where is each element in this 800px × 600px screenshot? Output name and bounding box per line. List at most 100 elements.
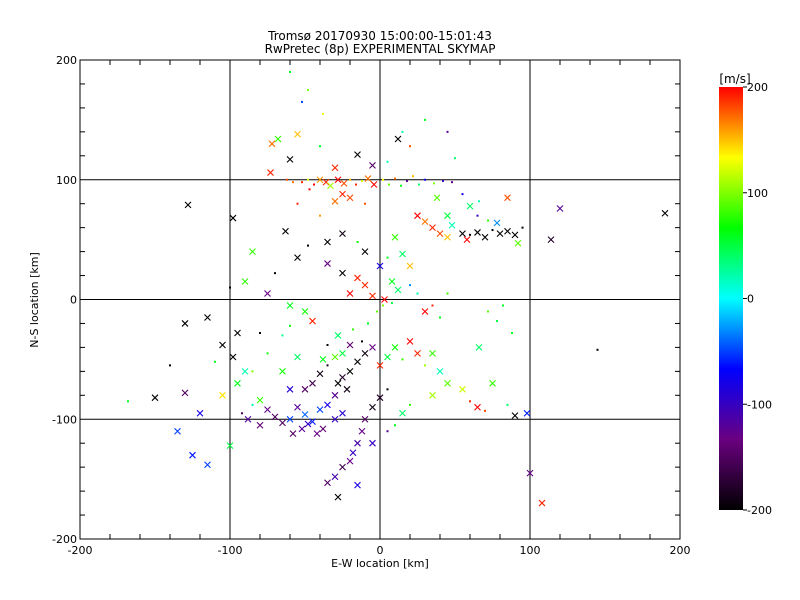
data-point-dot [251, 403, 254, 406]
data-point-cross [376, 262, 384, 270]
data-point-dot [281, 334, 284, 337]
colorbar-ticks: 200 100 0 -100 -200 [743, 81, 772, 517]
data-point-cross [376, 361, 384, 369]
data-point-dot [491, 229, 494, 232]
data-point-cross [286, 415, 294, 423]
data-point-cross [204, 314, 211, 321]
data-point-cross [504, 227, 511, 235]
data-point-dot [401, 130, 404, 133]
data-point-cross [381, 296, 388, 303]
data-point-cross [339, 373, 346, 381]
data-point-dot [361, 179, 363, 182]
data-point-cross [319, 425, 327, 433]
data-point-dot [409, 145, 411, 148]
data-point-cross [406, 338, 414, 345]
data-point-cross [361, 415, 369, 423]
data-point-cross [331, 164, 339, 172]
data-point-cross [244, 415, 252, 423]
data-point-dot [442, 179, 444, 182]
data-point-cross [436, 367, 444, 375]
data-point-cross [327, 182, 334, 190]
data-point-cross [474, 403, 481, 411]
x-tick-label: -100 [218, 544, 243, 557]
data-point-cross [394, 286, 402, 294]
data-point-dot [326, 344, 329, 347]
data-point-cross [384, 353, 391, 361]
data-point-dot [214, 360, 216, 363]
data-point-cross [661, 209, 669, 217]
data-point-cross [370, 181, 378, 188]
data-point-cross [369, 403, 376, 411]
data-point-dot [469, 233, 471, 236]
data-point-cross [538, 499, 546, 507]
data-point-cross [301, 308, 309, 315]
data-point-cross [304, 420, 312, 428]
data-point-cross [256, 421, 264, 429]
data-point-dot [386, 388, 389, 391]
data-point-cross [399, 250, 406, 258]
data-point-cross [444, 233, 451, 241]
data-point-cross [219, 341, 226, 349]
data-point-cross [399, 409, 406, 417]
data-point-cross [429, 224, 436, 232]
data-point-cross [421, 218, 429, 226]
data-point-cross [309, 418, 316, 426]
data-point-cross [286, 302, 294, 309]
data-point-dot [307, 178, 309, 181]
data-point-cross [324, 260, 331, 267]
x-tick-label: 200 [670, 544, 691, 557]
data-point-dot [286, 178, 288, 181]
data-point-dot [319, 145, 321, 148]
data-point-cross [526, 469, 534, 477]
data-point-cross [475, 344, 483, 351]
data-point-dot [266, 352, 269, 355]
data-point-dot [446, 130, 449, 133]
data-point-dot [431, 304, 434, 307]
colorbar-tick-label: 200 [747, 81, 768, 94]
data-point-cross [241, 367, 249, 375]
data-point-dot [376, 310, 378, 313]
data-point-dot [364, 202, 366, 205]
data-point-dot [394, 177, 396, 180]
data-point-cross [309, 379, 316, 387]
data-point-dot [352, 328, 354, 331]
data-point-cross [361, 248, 369, 255]
data-point-cross [331, 415, 339, 423]
data-point-cross [319, 355, 327, 363]
data-point-cross [331, 473, 339, 481]
data-point-dot [382, 304, 384, 307]
data-point-cross [369, 161, 376, 169]
data-point-cross [339, 230, 346, 238]
data-point-dot [484, 409, 486, 412]
data-point-cross [340, 179, 348, 187]
data-point-dot [301, 100, 303, 103]
data-point-dot [292, 181, 294, 184]
data-point-dot [307, 244, 309, 247]
data-point-cross [289, 430, 297, 438]
data-point-cross [339, 463, 346, 471]
data-point-cross [234, 379, 241, 387]
data-point-cross [286, 156, 294, 163]
data-point-dot [416, 292, 419, 295]
data-point-cross [414, 212, 421, 220]
data-point-dot [454, 157, 456, 160]
data-point-dot [322, 112, 324, 115]
data-point-cross [354, 358, 361, 366]
data-point-cross [459, 230, 466, 238]
data-point-cross [349, 449, 357, 457]
data-point-dot [596, 348, 599, 351]
y-tick-label: 0 [70, 294, 77, 307]
data-point-cross [346, 367, 354, 375]
data-point-cross [369, 439, 376, 447]
data-point-cross [361, 349, 369, 357]
data-point-cross [267, 169, 274, 176]
data-point-dot [274, 272, 276, 275]
data-point-cross [324, 479, 331, 487]
y-axis: -200 -100 0 100 200 [52, 54, 680, 546]
data-point-cross [316, 176, 324, 184]
data-point-cross [339, 190, 346, 198]
y-tick-label: -100 [52, 413, 77, 426]
data-point-cross [429, 391, 436, 399]
data-point-cross [196, 409, 204, 417]
data-point-cross [421, 308, 429, 315]
